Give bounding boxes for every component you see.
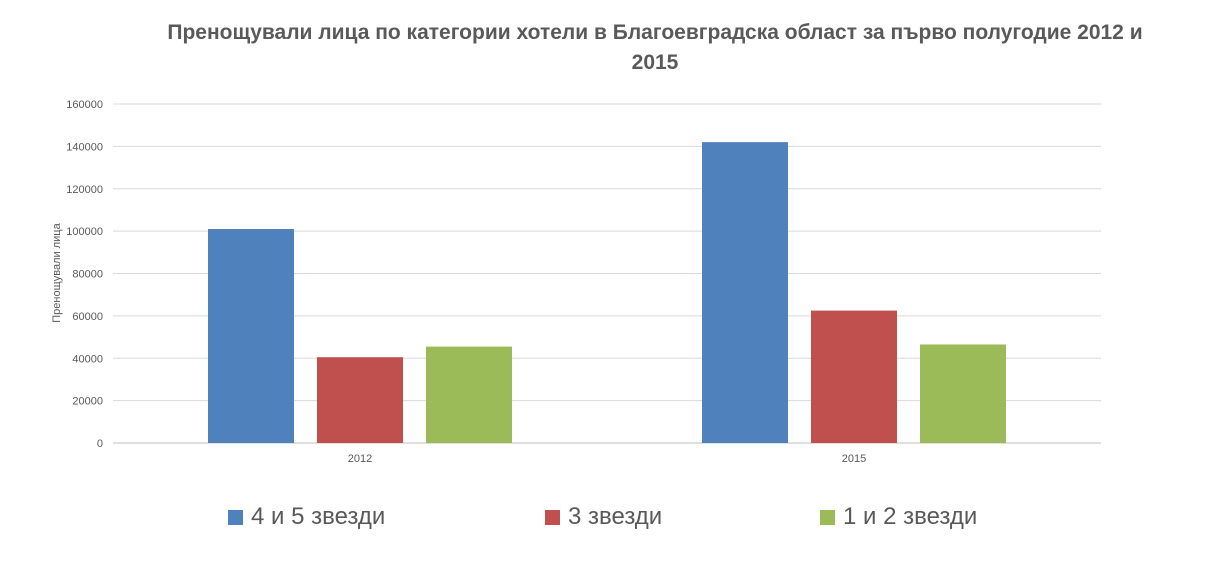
legend-item: 4 и 5 звезди <box>228 503 385 531</box>
legend-swatch <box>545 509 560 525</box>
bar <box>426 346 512 443</box>
y-tick-label: 80000 <box>72 269 103 281</box>
bars <box>208 142 1006 443</box>
bar <box>920 344 1006 443</box>
legend-swatch <box>820 509 835 525</box>
y-tick-label: 100000 <box>66 226 103 238</box>
x-tick-label: 2012 <box>348 453 372 465</box>
y-tick-label: 60000 <box>72 311 103 323</box>
bar <box>317 357 403 443</box>
legend-item: 3 звезди <box>545 503 662 531</box>
legend-label: 3 звезди <box>568 503 663 530</box>
legend-item: 1 и 2 звезди <box>820 503 977 531</box>
y-axis-ticks: 0 20000 40000 60000 80000 100000 120000 140000 1… <box>66 99 103 450</box>
y-tick-label: 140000 <box>66 141 103 153</box>
legend-label: 1 и 2 звезди <box>843 503 978 530</box>
x-axis-ticks: 2012 2015 <box>348 453 866 465</box>
bar <box>811 310 897 443</box>
y-tick-label: 20000 <box>72 396 103 408</box>
y-tick-label: 120000 <box>66 184 103 196</box>
bar <box>208 229 294 443</box>
legend-swatch <box>228 509 243 525</box>
y-axis-label: Пренощували лица <box>51 222 63 322</box>
legend: 4 и 5 звезди 3 звезди 1 и 2 звезди <box>0 503 1211 539</box>
y-tick-label: 40000 <box>72 353 103 365</box>
y-tick-label: 160000 <box>66 99 103 111</box>
y-tick-label: 0 <box>97 438 103 450</box>
legend-label: 4 и 5 звезди <box>251 503 386 530</box>
chart-title: Пренощували лица по категории хотели в Б… <box>167 21 1143 74</box>
x-tick-label: 2015 <box>842 453 866 465</box>
bar <box>702 142 788 443</box>
chart-plot-area: 0 20000 40000 60000 80000 100000 120000 140000 1… <box>51 99 1101 465</box>
